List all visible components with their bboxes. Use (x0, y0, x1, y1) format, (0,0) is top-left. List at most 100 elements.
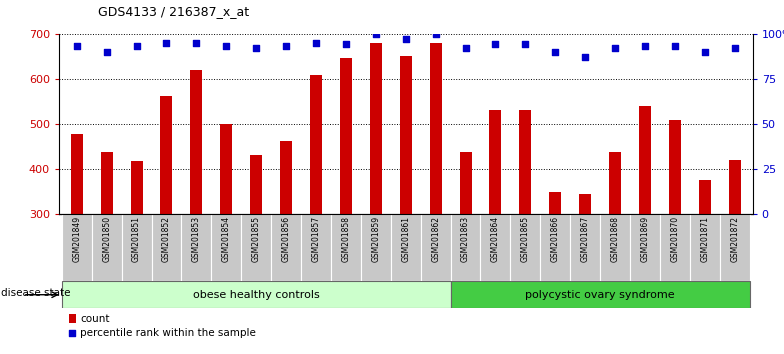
Bar (100, 152, 113, 214)
Text: GSM201865: GSM201865 (521, 216, 530, 262)
Point (549, 49, 561, 55)
Bar (510, 214, 540, 281)
Bar (728, 160, 741, 214)
Bar (459, 152, 471, 214)
Bar (699, 180, 711, 214)
Bar (421, 214, 451, 281)
Bar (600, 214, 630, 281)
Point (519, 42, 532, 47)
Text: count: count (80, 314, 110, 324)
Point (399, 36, 412, 42)
Point (669, 44, 681, 49)
Bar (250, 155, 262, 214)
Text: GSM201851: GSM201851 (132, 216, 141, 262)
Bar (481, 214, 510, 281)
Bar (540, 214, 570, 281)
Text: GSM201868: GSM201868 (611, 216, 619, 262)
Point (66, 330, 78, 336)
Bar (331, 214, 361, 281)
Point (699, 49, 711, 55)
Text: GSM201849: GSM201849 (72, 216, 82, 262)
Text: GSM201856: GSM201856 (281, 216, 291, 262)
Bar (241, 214, 271, 281)
Bar (310, 75, 322, 214)
Bar (161, 96, 172, 214)
Point (310, 40, 322, 46)
Point (160, 40, 172, 46)
Text: GSM201854: GSM201854 (222, 216, 230, 262)
Bar (669, 120, 681, 214)
Text: GSM201863: GSM201863 (461, 216, 470, 262)
Bar (370, 43, 382, 214)
Bar (519, 110, 532, 214)
Bar (151, 214, 181, 281)
Bar (630, 214, 660, 281)
Text: GSM201850: GSM201850 (102, 216, 111, 262)
Text: obese healthy controls: obese healthy controls (193, 290, 320, 300)
Text: GSM201855: GSM201855 (252, 216, 261, 262)
Point (579, 54, 591, 60)
Bar (220, 124, 232, 214)
Bar (71, 134, 83, 214)
Point (280, 44, 292, 49)
Point (369, 31, 382, 36)
Text: GSM201857: GSM201857 (311, 216, 321, 262)
Text: GSM201862: GSM201862 (431, 216, 440, 262)
Bar (579, 194, 591, 214)
Bar (451, 281, 750, 308)
Point (430, 31, 442, 36)
Point (250, 45, 263, 51)
Bar (361, 214, 390, 281)
Point (639, 44, 652, 49)
Text: percentile rank within the sample: percentile rank within the sample (80, 328, 256, 338)
Text: GSM201872: GSM201872 (730, 216, 739, 262)
Bar (280, 141, 292, 214)
Bar (92, 214, 122, 281)
Text: GSM201852: GSM201852 (162, 216, 171, 262)
Bar (131, 161, 143, 214)
Bar (609, 152, 621, 214)
Bar (400, 56, 412, 214)
Point (489, 42, 502, 47)
Bar (181, 214, 212, 281)
Bar (122, 214, 151, 281)
Bar (570, 214, 600, 281)
Bar (62, 281, 451, 308)
Text: GSM201866: GSM201866 (550, 216, 560, 262)
Bar (550, 192, 561, 214)
Point (728, 45, 741, 51)
Text: GSM201861: GSM201861 (401, 216, 410, 262)
Bar (639, 106, 651, 214)
Bar (68, 314, 75, 323)
Point (71, 44, 83, 49)
Point (339, 42, 352, 47)
Bar (690, 214, 720, 281)
Point (459, 45, 472, 51)
Text: GSM201864: GSM201864 (491, 216, 500, 262)
Bar (430, 43, 441, 214)
Point (130, 44, 143, 49)
Text: GSM201869: GSM201869 (641, 216, 649, 262)
Point (190, 40, 202, 46)
Bar (660, 214, 690, 281)
Text: polycystic ovary syndrome: polycystic ovary syndrome (525, 290, 675, 300)
Text: GSM201853: GSM201853 (192, 216, 201, 262)
Text: GDS4133 / 216387_x_at: GDS4133 / 216387_x_at (98, 5, 249, 18)
Bar (62, 214, 92, 281)
Point (220, 44, 233, 49)
Text: GSM201858: GSM201858 (341, 216, 350, 262)
Text: GSM201867: GSM201867 (581, 216, 590, 262)
Bar (720, 214, 750, 281)
Bar (212, 214, 241, 281)
Text: disease state: disease state (1, 288, 71, 298)
Text: GSM201871: GSM201871 (700, 216, 710, 262)
Bar (301, 214, 331, 281)
Bar (191, 70, 202, 214)
Point (100, 49, 113, 55)
Bar (340, 58, 352, 214)
Bar (271, 214, 301, 281)
Text: GSM201870: GSM201870 (670, 216, 680, 262)
Text: GSM201859: GSM201859 (372, 216, 380, 262)
Bar (451, 214, 481, 281)
Point (609, 45, 622, 51)
